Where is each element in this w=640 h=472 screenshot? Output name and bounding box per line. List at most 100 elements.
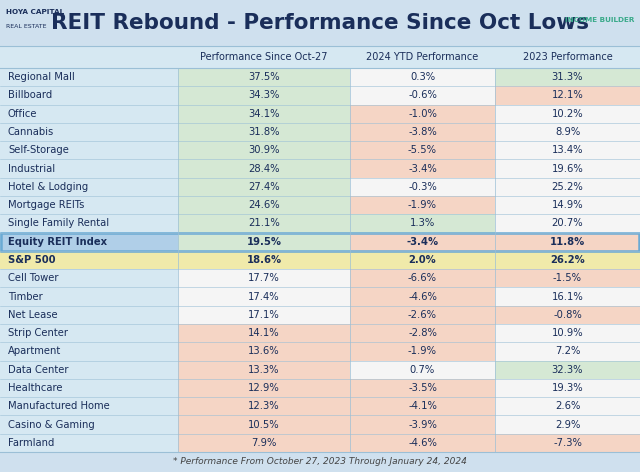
Text: -1.5%: -1.5% [553, 273, 582, 283]
Text: 19.5%: 19.5% [246, 237, 282, 247]
Text: REIT Rebound - Performance Since Oct Lows: REIT Rebound - Performance Since Oct Low… [51, 13, 589, 33]
Bar [178, 178, 350, 196]
Text: 28.4%: 28.4% [248, 164, 280, 174]
Bar [495, 105, 640, 123]
Bar [178, 269, 350, 287]
Text: 14.9%: 14.9% [552, 200, 583, 210]
Text: 8.9%: 8.9% [555, 127, 580, 137]
Text: -4.6%: -4.6% [408, 292, 437, 302]
Text: -3.9%: -3.9% [408, 420, 437, 430]
Text: 37.5%: 37.5% [248, 72, 280, 82]
Bar [495, 178, 640, 196]
Bar [495, 160, 640, 178]
Bar [350, 306, 495, 324]
Bar [495, 251, 640, 269]
Text: 18.6%: 18.6% [246, 255, 282, 265]
Text: 0.7%: 0.7% [410, 365, 435, 375]
Text: -5.5%: -5.5% [408, 145, 437, 155]
Text: Mortgage REITs: Mortgage REITs [8, 200, 84, 210]
Text: Apartment: Apartment [8, 346, 61, 356]
Text: 31.8%: 31.8% [248, 127, 280, 137]
Bar [350, 141, 495, 160]
Bar [350, 68, 495, 86]
Text: 19.3%: 19.3% [552, 383, 583, 393]
Text: -6.6%: -6.6% [408, 273, 437, 283]
Text: * Performance From October 27, 2023 Through January 24, 2024: * Performance From October 27, 2023 Thro… [173, 457, 467, 466]
Bar [0, 178, 178, 196]
Text: Casino & Gaming: Casino & Gaming [8, 420, 95, 430]
Bar [0, 306, 178, 324]
Text: -2.8%: -2.8% [408, 328, 437, 338]
Bar [350, 160, 495, 178]
Text: 7.9%: 7.9% [252, 438, 276, 448]
Bar [350, 361, 495, 379]
Bar [178, 233, 350, 251]
Text: 10.9%: 10.9% [552, 328, 583, 338]
Bar [350, 251, 495, 269]
Bar [495, 324, 640, 342]
Bar [495, 434, 640, 452]
Bar [0, 251, 178, 269]
Bar [495, 233, 640, 251]
Text: 34.3%: 34.3% [248, 91, 280, 101]
Bar [350, 214, 495, 233]
Bar [350, 196, 495, 214]
Bar [0, 68, 178, 86]
Bar [0, 46, 178, 68]
Bar [0, 434, 178, 452]
Text: 13.3%: 13.3% [248, 365, 280, 375]
Text: 16.1%: 16.1% [552, 292, 584, 302]
Bar [178, 324, 350, 342]
Bar [495, 214, 640, 233]
Bar [178, 160, 350, 178]
Bar [495, 361, 640, 379]
Bar [495, 141, 640, 160]
Text: 14.1%: 14.1% [248, 328, 280, 338]
Text: 2.0%: 2.0% [408, 255, 436, 265]
Bar [178, 379, 350, 397]
Text: 17.7%: 17.7% [248, 273, 280, 283]
Text: -1.9%: -1.9% [408, 346, 437, 356]
Bar [0, 397, 178, 415]
Text: 10.2%: 10.2% [552, 109, 583, 119]
Text: -3.4%: -3.4% [408, 164, 437, 174]
Bar [178, 123, 350, 141]
Text: -3.8%: -3.8% [408, 127, 437, 137]
Bar [0, 214, 178, 233]
Text: Office: Office [8, 109, 38, 119]
Bar [350, 415, 495, 434]
Text: 26.2%: 26.2% [550, 255, 585, 265]
Bar [0, 86, 178, 105]
Text: 2024 YTD Performance: 2024 YTD Performance [366, 52, 479, 62]
Bar [0, 324, 178, 342]
Bar [178, 397, 350, 415]
Bar [350, 86, 495, 105]
Text: 13.6%: 13.6% [248, 346, 280, 356]
Text: Cannabis: Cannabis [8, 127, 54, 137]
Text: REAL ESTATE: REAL ESTATE [6, 24, 47, 28]
Text: 2023 Performance: 2023 Performance [523, 52, 612, 62]
Bar [495, 379, 640, 397]
Bar [178, 415, 350, 434]
Bar [0, 415, 178, 434]
Bar [178, 141, 350, 160]
Text: -4.6%: -4.6% [408, 438, 437, 448]
Bar [178, 434, 350, 452]
Bar [495, 269, 640, 287]
Bar [350, 342, 495, 361]
Text: 1.3%: 1.3% [410, 219, 435, 228]
Bar [178, 306, 350, 324]
Text: Data Center: Data Center [8, 365, 68, 375]
Text: 31.3%: 31.3% [552, 72, 583, 82]
Text: Billboard: Billboard [8, 91, 52, 101]
Bar [350, 105, 495, 123]
Bar [350, 287, 495, 306]
Text: 24.6%: 24.6% [248, 200, 280, 210]
Text: 25.2%: 25.2% [552, 182, 584, 192]
Text: 19.6%: 19.6% [552, 164, 584, 174]
Bar [178, 105, 350, 123]
Bar [350, 269, 495, 287]
Text: -3.4%: -3.4% [406, 237, 438, 247]
Text: INCOME BUILDER: INCOME BUILDER [564, 17, 634, 23]
Bar [0, 141, 178, 160]
